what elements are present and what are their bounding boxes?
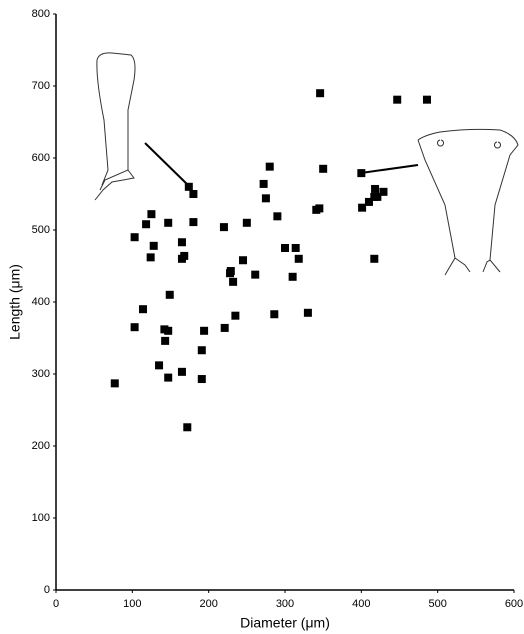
point — [164, 218, 173, 227]
point — [281, 244, 289, 252]
point — [270, 310, 279, 319]
y-tick-label: 800 — [32, 8, 50, 20]
x-tick-label: 600 — [505, 598, 523, 610]
point — [261, 194, 270, 203]
point — [251, 270, 260, 279]
y-tick-label: 200 — [32, 440, 50, 452]
point — [288, 272, 297, 281]
point — [189, 218, 198, 227]
point — [139, 305, 148, 314]
y-tick-label: 400 — [32, 296, 50, 308]
y-axis-label: Length (μm) — [7, 264, 23, 340]
x-tick-label: 300 — [276, 598, 294, 610]
point — [147, 210, 156, 219]
sketch-right — [417, 128, 519, 276]
point — [265, 162, 274, 171]
point — [184, 182, 193, 191]
point — [142, 220, 151, 229]
point — [220, 323, 229, 332]
point — [164, 373, 173, 382]
point — [155, 361, 164, 370]
illustrations — [94, 52, 519, 276]
x-tick-label: 200 — [199, 598, 217, 610]
point — [165, 290, 174, 299]
x-tick-label: 500 — [428, 598, 446, 610]
point — [291, 244, 300, 252]
leader-line — [144, 142, 191, 188]
point — [177, 254, 186, 263]
leader-line — [360, 164, 419, 174]
sketch-left — [94, 52, 136, 201]
point — [197, 346, 206, 355]
point — [177, 238, 186, 247]
y-tick-label: 100 — [32, 512, 50, 524]
point — [379, 187, 388, 196]
point — [110, 379, 119, 388]
point — [177, 367, 186, 376]
point — [370, 254, 379, 263]
y-tick-label: 0 — [44, 584, 50, 596]
point — [303, 308, 312, 317]
point — [319, 164, 328, 173]
point — [315, 204, 324, 213]
point — [422, 95, 431, 104]
point — [242, 218, 251, 227]
point — [231, 311, 240, 320]
point — [358, 203, 367, 212]
y-tick-label: 700 — [32, 80, 50, 92]
point — [357, 169, 366, 178]
x-axis-label: Diameter (μm) — [240, 615, 330, 631]
point — [219, 223, 228, 232]
point — [161, 336, 170, 345]
y-tick-label: 500 — [32, 224, 50, 236]
point — [316, 89, 325, 98]
point — [146, 253, 155, 262]
point — [226, 267, 235, 276]
point — [371, 184, 380, 193]
point — [294, 254, 303, 263]
point — [197, 375, 206, 384]
point — [189, 190, 198, 198]
point — [364, 197, 373, 206]
y-tick-label: 300 — [32, 368, 50, 380]
point — [149, 241, 158, 250]
point — [273, 212, 282, 221]
point — [239, 256, 248, 265]
point — [200, 326, 209, 335]
x-tick-label: 0 — [53, 598, 59, 610]
point — [183, 423, 192, 432]
point — [373, 192, 382, 201]
point — [259, 179, 268, 188]
point — [164, 326, 173, 335]
point — [229, 277, 238, 286]
point — [130, 233, 139, 242]
point — [393, 95, 402, 104]
x-tick-label: 100 — [123, 598, 141, 610]
x-tick-label: 400 — [352, 598, 370, 610]
y-tick-label: 600 — [32, 152, 50, 164]
point — [130, 323, 139, 332]
